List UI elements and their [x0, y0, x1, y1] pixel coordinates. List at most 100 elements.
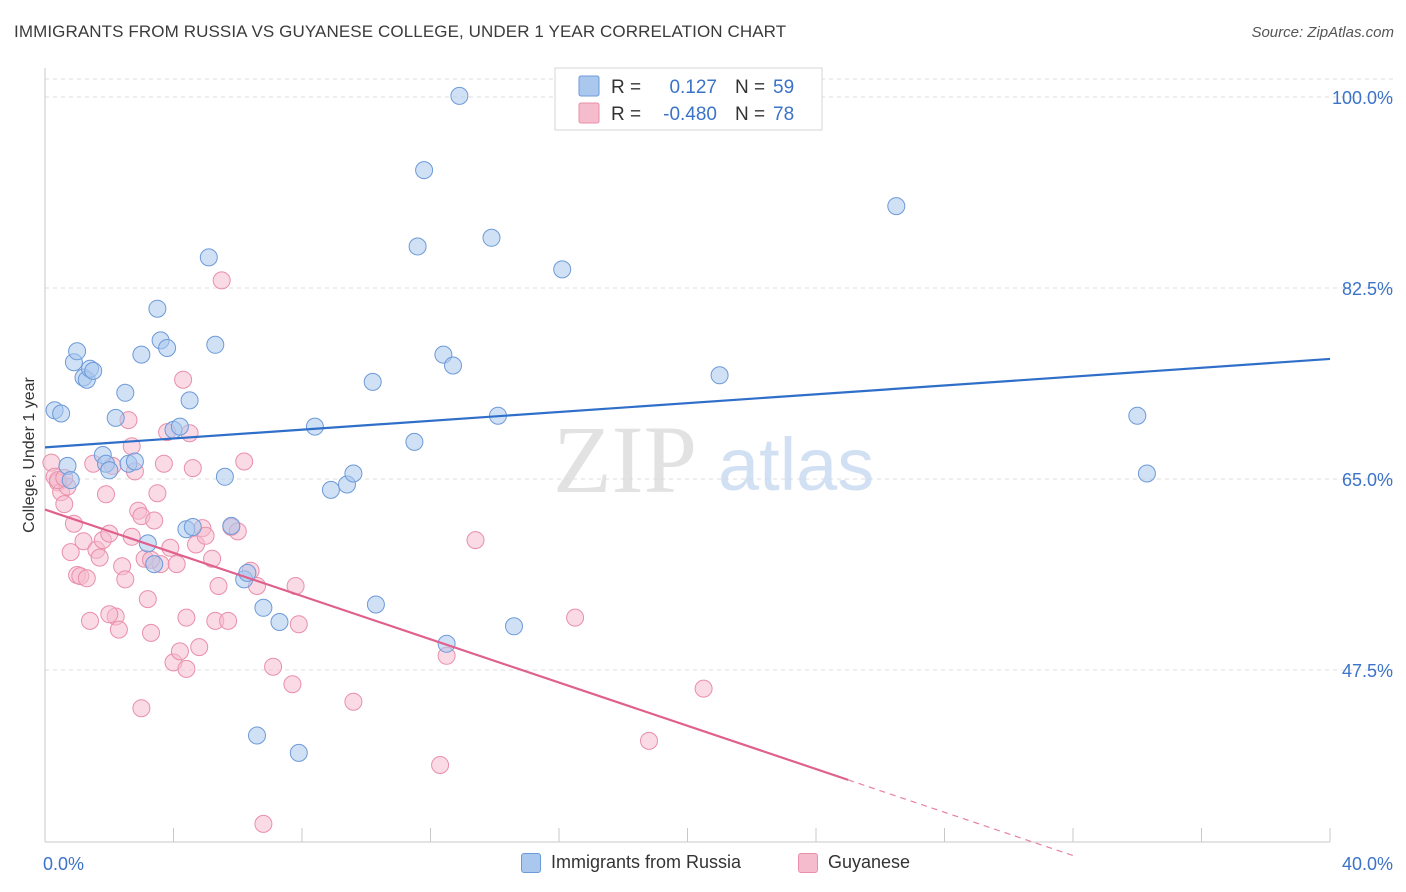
guyanese-point [61, 543, 80, 562]
russia-point [248, 726, 266, 745]
russia-point [305, 417, 324, 436]
guyanese-point [100, 605, 119, 624]
guyanese-point [174, 370, 193, 389]
guyanese-point [694, 679, 713, 698]
guyanese-point [148, 484, 167, 503]
y-tick-label: 100.0% [1332, 88, 1393, 108]
guyanese-point [283, 675, 302, 694]
russia-point [415, 161, 434, 180]
legend-r-label-russia: R = [611, 77, 641, 98]
guyanese-point [81, 611, 99, 630]
guyanese-point [264, 657, 283, 676]
guyanese-point [142, 623, 160, 642]
guyanese-point [431, 756, 450, 774]
russia-point [408, 237, 427, 256]
x-tick-label: 40.0% [1342, 854, 1393, 874]
russia-point [68, 342, 87, 361]
legend-r-value-russia: 0.127 [669, 77, 717, 98]
bottom-legend-label-russia: Immigrants from Russia [551, 852, 742, 872]
guyanese-point [177, 659, 196, 678]
russia-point [254, 598, 273, 617]
russia-point [366, 595, 385, 614]
russia-point [199, 248, 218, 267]
russia-point [158, 339, 177, 357]
watermark-zip: ZIP [553, 406, 697, 513]
russia-trend-line [44, 357, 1331, 449]
guyanese-point [116, 570, 135, 589]
russia-point [405, 432, 424, 451]
russia-point [145, 555, 164, 574]
guyanese-point [183, 459, 202, 478]
russia-point [52, 404, 71, 423]
axes [44, 68, 1331, 843]
russia-point [100, 461, 119, 480]
russia-point [215, 467, 234, 486]
russia-point [482, 228, 501, 247]
guyanese-trend-line [44, 508, 849, 781]
guyanese-point [90, 548, 109, 567]
source-label: Source: ZipAtlas.com [1251, 24, 1394, 41]
legend-n-label-guyanese: N = [735, 104, 765, 125]
guyanese-point [190, 638, 209, 657]
guyanese-point [77, 569, 96, 588]
guyanese-point [254, 814, 273, 833]
guyanese-point [145, 511, 164, 530]
russia-point [148, 299, 167, 318]
watermark-atlas: atlas [718, 423, 874, 506]
guyanese-point [203, 549, 222, 568]
russia-point [132, 345, 151, 364]
bottom-legend-swatch-guyanese [798, 852, 818, 873]
guyanese-point [170, 642, 189, 661]
y-tick-label: 65.0% [1342, 470, 1393, 490]
legend-swatch-russia [578, 75, 600, 97]
russia-point [206, 335, 225, 354]
guyanese-point [289, 615, 308, 634]
russia-point [116, 383, 135, 402]
x-tick-labels: 0.0% 40.0% [43, 854, 1393, 874]
y-tick-label: 47.5% [1342, 661, 1393, 681]
russia-point [183, 518, 202, 536]
guyanese-point [97, 485, 115, 504]
guyanese-point [209, 577, 228, 595]
russia-point [180, 391, 199, 410]
guyanese-point [219, 611, 238, 630]
legend-n-label-russia: N = [735, 77, 765, 98]
russia-point [363, 372, 382, 391]
bottom-legend-swatch-russia [521, 852, 541, 873]
russia-point [444, 356, 462, 375]
chart-title: IMMIGRANTS FROM RUSSIA VS GUYANESE COLLE… [14, 22, 787, 41]
guyanese-point [132, 699, 151, 718]
russia-point [553, 260, 572, 279]
guyanese-point [196, 526, 215, 545]
russia-point [61, 471, 80, 490]
guyanese-point [344, 692, 363, 711]
guyanese-point [466, 531, 485, 550]
guyanese-point [235, 452, 254, 471]
bottom-legend-guyanese: Guyanese [798, 852, 910, 873]
russia-point [222, 516, 241, 535]
russia-point [344, 464, 363, 483]
guyanese-point [167, 555, 186, 574]
russia-point [1137, 464, 1156, 483]
legend-r-value-guyanese: -0.480 [663, 104, 717, 125]
guyanese-point [109, 620, 128, 639]
russia-point [106, 408, 125, 427]
russia-point [1128, 406, 1147, 425]
guyanese-point [74, 532, 93, 551]
y-axis-label: College, Under 1 year [21, 377, 38, 533]
bottom-legend-russia: Immigrants from Russia [521, 852, 741, 873]
y-tick-labels: 100.0% 82.5% 65.0% 47.5% [1332, 88, 1393, 681]
guyanese-point [55, 495, 74, 514]
russia-point [450, 86, 469, 105]
russia-point [505, 617, 523, 636]
guyanese-point [212, 271, 231, 290]
trend-lines [44, 357, 1331, 857]
guyanese-trend-line-extension [847, 779, 1074, 857]
guyanese-point [154, 454, 173, 473]
russia-point [270, 613, 289, 631]
legend-box: R = 0.127 N = 59 R = -0.480 N = 78 [554, 67, 823, 131]
y-tick-label: 82.5% [1342, 279, 1393, 299]
guyanese-point [138, 590, 157, 609]
x-tick-label: 0.0% [43, 854, 84, 874]
